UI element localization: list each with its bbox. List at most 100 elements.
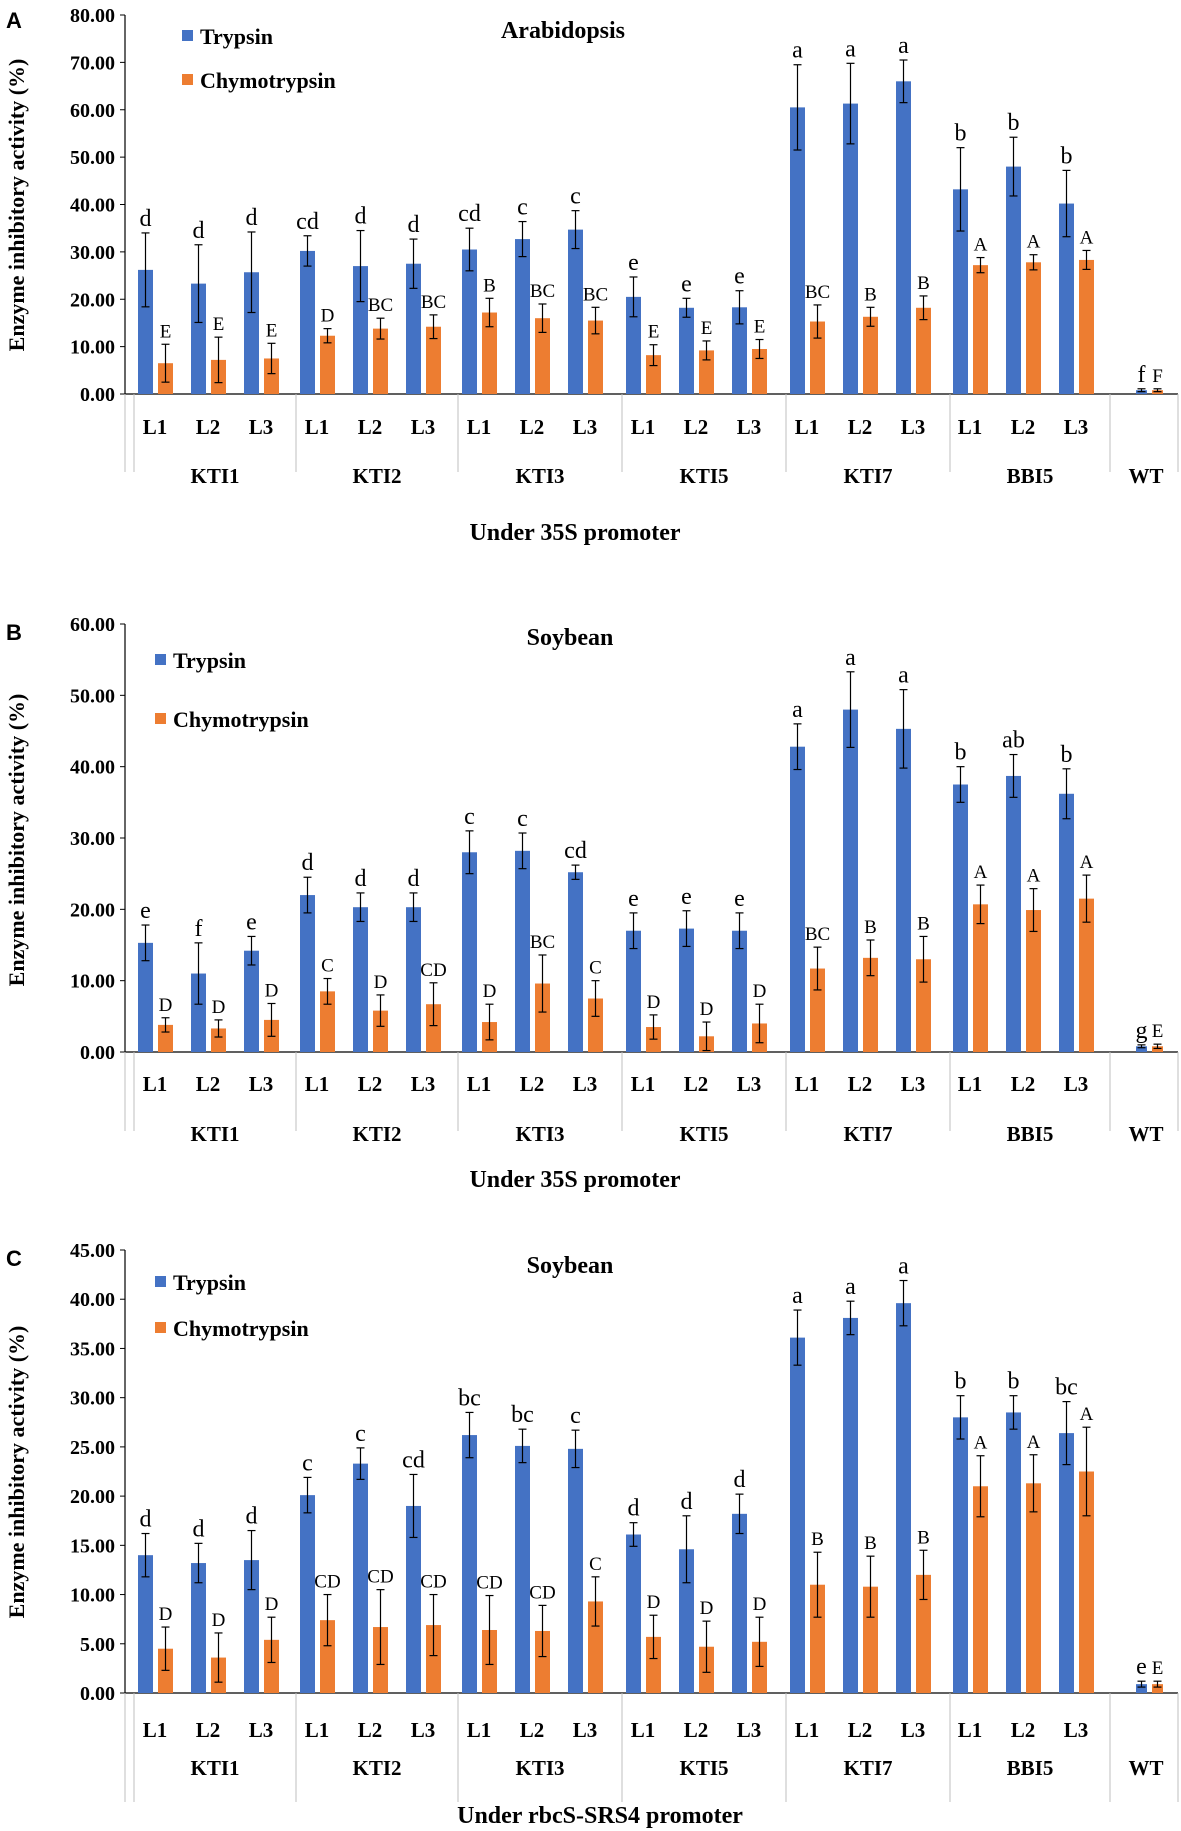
y-tick-label: 30.00 <box>70 1388 115 1410</box>
bar-trypsin <box>843 1317 858 1693</box>
bar-chymotrypsin <box>588 1601 603 1693</box>
significance-letter: E <box>160 321 172 342</box>
y-tick-label: 50.00 <box>70 147 115 169</box>
y-tick-label: 15.00 <box>70 1535 115 1557</box>
bar-chymotrypsin <box>1079 259 1094 394</box>
y-tick-label: 35.00 <box>70 1338 115 1360</box>
x-tick-label: L2 <box>196 1072 221 1096</box>
group-label: KTI1 <box>190 464 239 488</box>
y-axis-label: Enzyme inhibitory activity (%) <box>4 1326 29 1619</box>
bar-chymotrypsin <box>973 1486 988 1693</box>
significance-letter: bc <box>458 1385 481 1411</box>
x-tick-label: L2 <box>1011 415 1036 439</box>
significance-letter: CD <box>420 960 446 981</box>
significance-letter: c <box>517 806 528 832</box>
bar-trypsin <box>191 973 206 1052</box>
significance-letter: d <box>734 1467 746 1493</box>
x-tick-label: L2 <box>1011 1718 1036 1742</box>
significance-letter: A <box>1027 866 1041 887</box>
bar-trypsin <box>462 249 477 394</box>
bar-chymotrypsin <box>320 991 335 1052</box>
significance-letter: e <box>140 898 151 924</box>
panel-b: B 0.00 10.00 20.00 30.00 40.00 50.00 60.00 Enzym… <box>4 614 1179 1193</box>
bar-trypsin <box>790 107 805 394</box>
x-tick-label: L3 <box>249 1718 274 1742</box>
bar-trypsin <box>568 1448 583 1693</box>
bar-chymotrypsin <box>916 1574 931 1693</box>
bar-trypsin <box>462 852 477 1052</box>
panel-a: A 0.00 10.00 20.00 30.00 40.00 50.00 60.00 70.00… <box>4 5 1179 546</box>
x-tick-label: L2 <box>848 1718 873 1742</box>
bar-chymotrypsin <box>810 321 825 394</box>
x-tick-label: L2 <box>196 415 221 439</box>
legend-swatch-trypsin <box>182 30 193 41</box>
y-tick-label: 25.00 <box>70 1437 115 1459</box>
bar-trypsin <box>896 81 911 394</box>
group-label: KTI7 <box>843 464 892 488</box>
significance-letter: a <box>845 1274 856 1300</box>
group-label: KTI5 <box>679 1756 728 1780</box>
group-label: KTI7 <box>843 1122 892 1146</box>
bar-trypsin <box>406 1505 421 1693</box>
chart-title: Soybean <box>527 625 614 651</box>
significance-letter: b <box>1061 742 1073 768</box>
bar-trypsin <box>953 189 968 394</box>
significance-letter: D <box>647 992 661 1013</box>
significance-letter: d <box>302 850 314 876</box>
x-tick-label: L3 <box>1064 415 1089 439</box>
group-label: WT <box>1128 1756 1163 1780</box>
significance-letter: A <box>1027 1432 1041 1453</box>
x-tick-label: L1 <box>631 415 656 439</box>
bar-trypsin <box>1059 203 1074 394</box>
y-tick-label: 40.00 <box>70 757 115 779</box>
chart-title: Soybean <box>527 1253 614 1279</box>
bar-trypsin <box>515 1445 530 1693</box>
bar-trypsin <box>843 103 858 394</box>
group-label: WT <box>1128 1122 1163 1146</box>
y-tick-label: 20.00 <box>70 899 115 921</box>
legend-swatch-chymotrypsin <box>182 74 193 85</box>
panel-letter: B <box>6 620 22 645</box>
y-tick-label: 50.00 <box>70 685 115 707</box>
bar-chymotrypsin <box>320 1620 335 1693</box>
legend-label-trypsin: Trypsin <box>173 1270 246 1295</box>
bar-trypsin <box>515 850 530 1052</box>
significance-letter: D <box>159 995 173 1016</box>
x-tick-label: L3 <box>573 1718 598 1742</box>
x-tick-label: L3 <box>901 1718 926 1742</box>
bar-chymotrypsin <box>535 1630 550 1693</box>
group-label: KTI2 <box>352 464 401 488</box>
significance-letter: e <box>734 264 745 290</box>
bar-chymotrypsin <box>1026 1483 1041 1693</box>
x-tick-label: L1 <box>467 1072 492 1096</box>
bar-chymotrypsin <box>1026 910 1041 1052</box>
bar-chymotrypsin <box>588 320 603 394</box>
significance-letter: cd <box>458 201 481 227</box>
bar-chymotrypsin <box>916 307 931 394</box>
bar-trypsin <box>191 1563 206 1693</box>
legend-label-chymotrypsin: Chymotrypsin <box>200 68 336 93</box>
legend-swatch-chymotrypsin <box>155 713 166 724</box>
bar-trypsin <box>790 746 805 1052</box>
bar-chymotrypsin <box>482 312 497 394</box>
significance-letter: E <box>701 318 713 339</box>
significance-letter: c <box>570 1403 581 1429</box>
y-tick-label: 30.00 <box>70 242 115 264</box>
significance-letter: B <box>811 1529 824 1550</box>
group-label: KTI1 <box>190 1756 239 1780</box>
bar-trypsin <box>626 296 641 394</box>
bar-chymotrypsin <box>320 335 335 394</box>
bar-trypsin <box>406 263 421 394</box>
bar-trypsin <box>300 1495 315 1693</box>
x-tick-label: L3 <box>411 1072 436 1096</box>
significance-letter: bc <box>1055 1375 1078 1401</box>
y-tick-label: 10.00 <box>70 1585 115 1607</box>
significance-letter: D <box>321 306 335 327</box>
bar-trypsin <box>953 1417 968 1693</box>
x-tick-label: L3 <box>901 1072 926 1096</box>
bar-trypsin <box>244 1560 259 1693</box>
x-tick-label: L1 <box>795 1718 820 1742</box>
bar-trypsin <box>138 1555 153 1693</box>
significance-letter: d <box>246 1504 258 1530</box>
significance-letter: cd <box>296 209 319 235</box>
